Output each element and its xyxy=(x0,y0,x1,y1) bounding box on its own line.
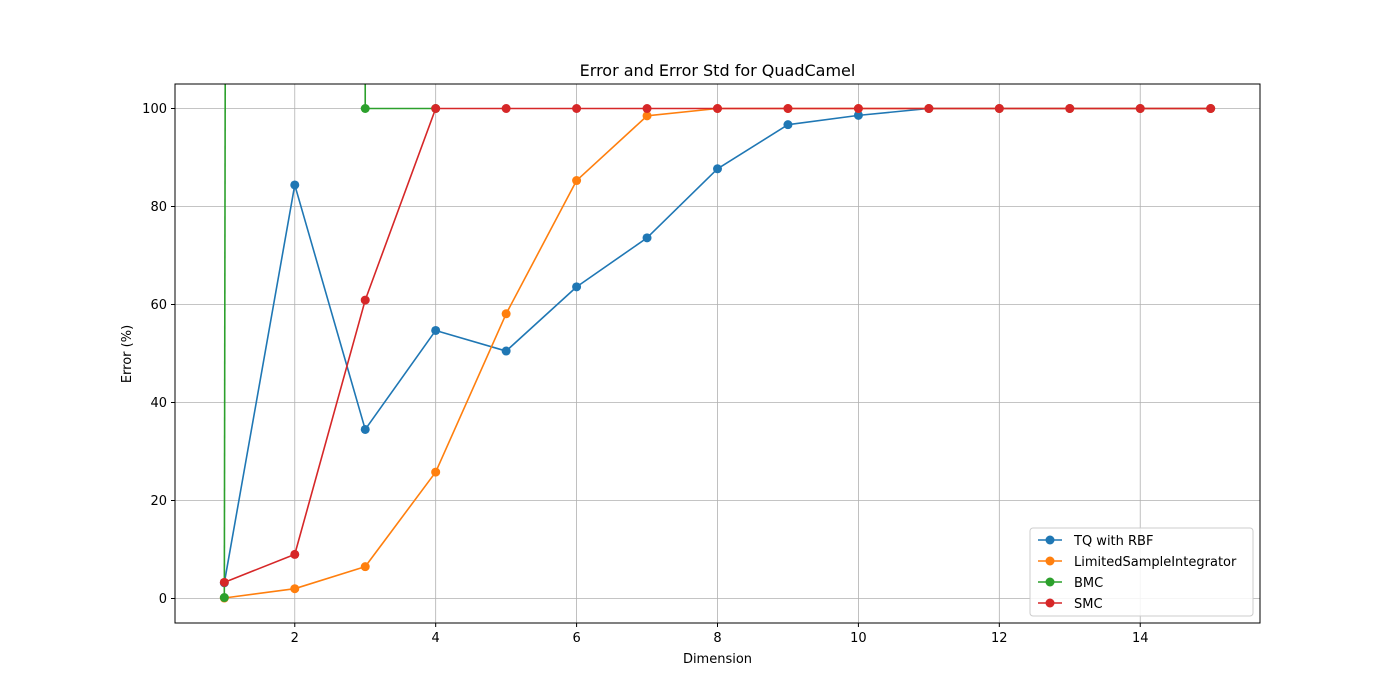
data-point xyxy=(360,562,370,572)
data-point xyxy=(360,295,370,305)
x-tick-label: 12 xyxy=(991,631,1008,646)
y-tick-label: 0 xyxy=(159,592,167,607)
plot-series xyxy=(219,84,1216,603)
data-point xyxy=(501,346,511,356)
data-point xyxy=(219,593,229,603)
data-point xyxy=(572,176,582,186)
data-point xyxy=(713,164,722,174)
axis-ticks: 2 4 6 8 10 12 14 0 20 40 60 80 100 xyxy=(142,102,1148,646)
legend-marker xyxy=(1045,598,1055,608)
data-point xyxy=(290,180,300,190)
data-point xyxy=(642,111,652,121)
y-tick-label: 20 xyxy=(150,494,167,509)
data-point xyxy=(360,424,370,434)
data-point xyxy=(431,104,441,113)
y-tick-label: 80 xyxy=(150,200,167,215)
legend-marker xyxy=(1045,535,1055,545)
grid xyxy=(175,84,1260,623)
legend-item-bmc: BMC xyxy=(1038,576,1103,591)
x-tick-label: 14 xyxy=(1132,631,1149,646)
data-point xyxy=(572,282,582,292)
data-point xyxy=(1135,104,1145,113)
legend-label: TQ with RBF xyxy=(1073,534,1153,549)
data-point xyxy=(783,120,793,130)
y-axis-label: Error (%) xyxy=(120,325,135,383)
data-point xyxy=(431,467,441,477)
y-tick-label: 100 xyxy=(142,102,167,117)
data-point xyxy=(431,325,441,335)
data-point xyxy=(642,104,652,113)
data-point xyxy=(1065,104,1075,113)
data-point xyxy=(219,577,229,587)
x-tick-label: 8 xyxy=(713,631,721,646)
y-tick-label: 40 xyxy=(150,396,167,411)
legend-item-limited-sample-integrator: LimitedSampleIntegrator xyxy=(1038,555,1237,570)
data-point xyxy=(924,104,934,113)
data-point xyxy=(290,584,300,594)
data-point xyxy=(853,110,863,120)
legend-label: SMC xyxy=(1074,597,1103,612)
legend: TQ with RBF LimitedSampleIntegrator BMC … xyxy=(1029,527,1254,617)
legend-item-tq-with-rbf: TQ with RBF xyxy=(1038,534,1153,549)
data-point xyxy=(290,549,300,559)
legend-item-smc: SMC xyxy=(1038,597,1103,612)
data-point xyxy=(713,104,722,113)
data-point xyxy=(360,104,370,113)
data-point xyxy=(994,104,1004,113)
x-axis-label: Dimension xyxy=(683,652,752,667)
data-point xyxy=(783,104,793,113)
legend-box xyxy=(1029,527,1254,617)
y-tick-label: 60 xyxy=(150,298,167,313)
legend-label: LimitedSampleIntegrator xyxy=(1074,555,1237,570)
series-smc xyxy=(219,104,1216,587)
data-point xyxy=(1206,104,1216,113)
data-point xyxy=(501,309,511,319)
chart-title: Error and Error Std for QuadCamel xyxy=(580,61,856,80)
data-point xyxy=(501,104,511,113)
legend-marker xyxy=(1045,556,1055,566)
x-tick-label: 2 xyxy=(291,631,299,646)
data-point xyxy=(572,104,582,113)
legend-marker xyxy=(1045,577,1055,587)
data-point xyxy=(642,233,652,243)
x-tick-label: 4 xyxy=(432,631,440,646)
legend-label: BMC xyxy=(1074,576,1103,591)
x-tick-label: 6 xyxy=(572,631,580,646)
x-tick-label: 10 xyxy=(850,631,867,646)
data-point xyxy=(853,104,863,113)
